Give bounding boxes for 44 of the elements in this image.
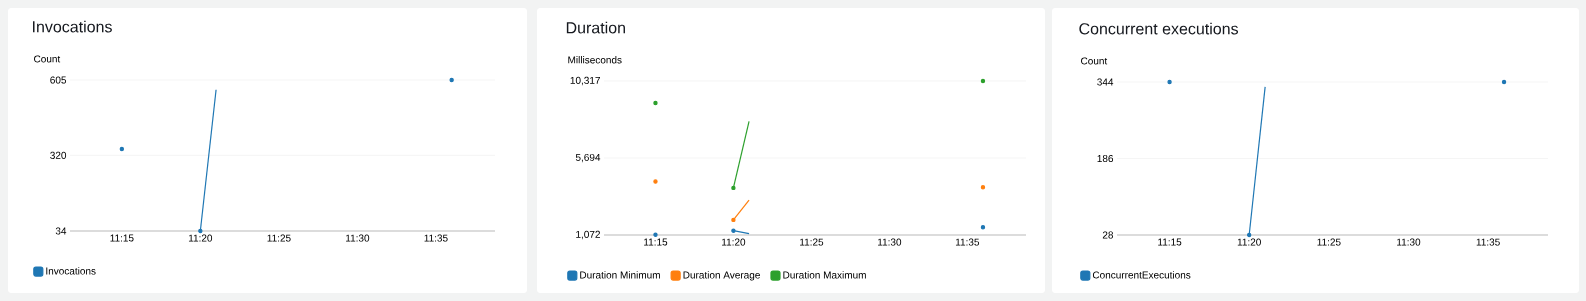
point (980, 225, 986, 230)
chart-title: Concurrent executions (1079, 22, 1239, 35)
chart-title: Invocations (33, 20, 112, 33)
x-tick-label: 11:20 (1237, 238, 1261, 246)
point (119, 146, 125, 152)
y-tick-label: 28 (1102, 231, 1114, 239)
point (653, 100, 658, 106)
x-tick-label: 11:15 (644, 238, 668, 246)
legend-label: Invocations (46, 267, 96, 275)
y-tick-label: 344 (1097, 78, 1114, 86)
point (653, 179, 658, 184)
y-axis-title: Count (1081, 57, 1108, 65)
legend-label: Duration Minimum (580, 271, 660, 279)
x-tick-label: 11:25 (267, 234, 291, 242)
legend-label: Duration Average (683, 271, 760, 281)
point (449, 77, 454, 83)
y-tick-label: 1,072 (576, 230, 600, 240)
point (731, 228, 736, 233)
y-axis-title: Count (34, 55, 61, 63)
point (980, 78, 986, 84)
chart-title: Duration (566, 21, 625, 34)
x-tick-label: 11:25 (800, 238, 824, 246)
x-tick-label: 11:30 (346, 234, 370, 242)
y-tick-label: 605 (50, 76, 67, 84)
x-tick-label: 11:35 (955, 238, 980, 246)
x-tick-label: 11:35 (424, 234, 448, 242)
legend-label: ConcurrentExecutions (1092, 271, 1191, 279)
y-axis-title: Milliseconds (568, 56, 622, 64)
y-tick-label: 186 (1097, 154, 1114, 163)
x-tick-label: 11:30 (1397, 238, 1421, 246)
x-tick-label: 11:25 (1317, 238, 1341, 246)
point (653, 232, 658, 237)
legend-label: Duration Maximum (783, 271, 866, 279)
x-tick-label: 11:15 (110, 234, 134, 242)
y-tick-label: 10,317 (570, 76, 600, 86)
x-tick-label: 11:20 (722, 238, 746, 246)
x-tick-label: 11:30 (878, 238, 902, 246)
point (980, 185, 986, 190)
x-tick-label: 11:35 (1476, 238, 1500, 246)
x-tick-label: 11:20 (188, 234, 213, 242)
y-tick-label: 34 (55, 227, 67, 235)
y-tick-label: 320 (50, 151, 67, 159)
x-tick-label: 11:15 (1158, 238, 1182, 246)
y-tick-label: 5,694 (575, 153, 601, 163)
